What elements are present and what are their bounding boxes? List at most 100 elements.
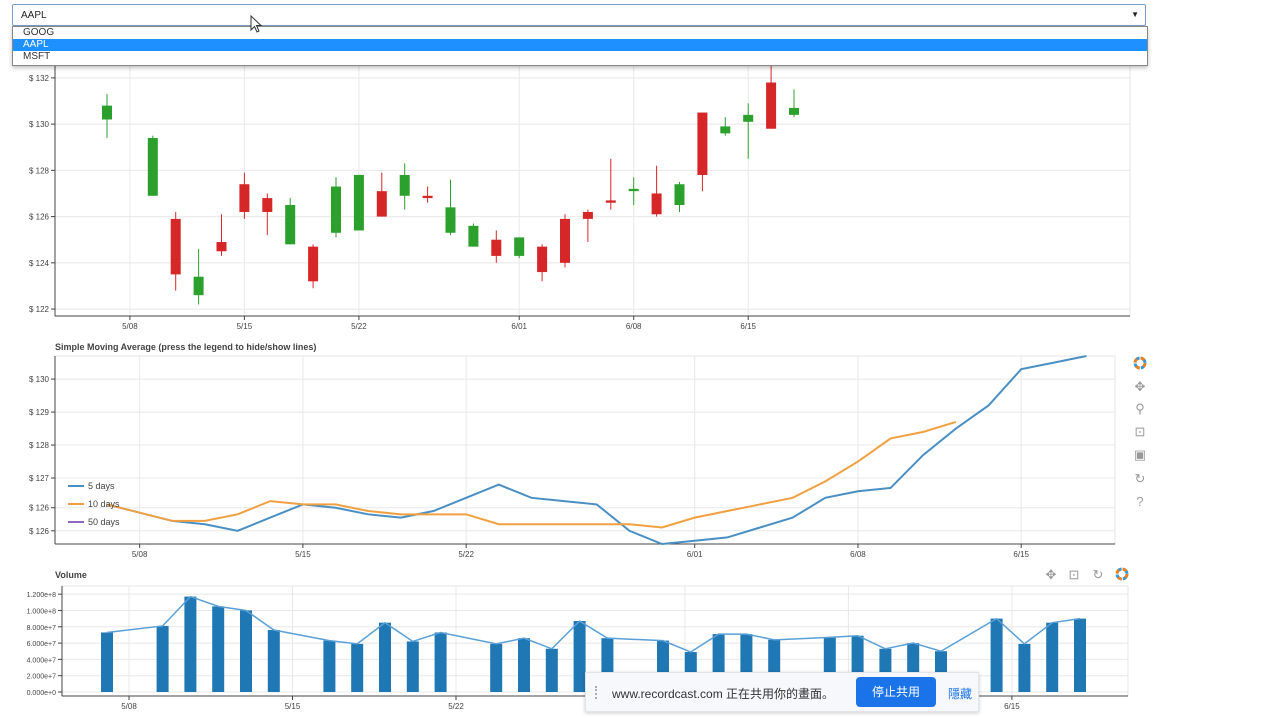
color-wheel-icon[interactable] (1114, 567, 1130, 583)
volume-bar (267, 630, 280, 692)
x-tick-label: 6/08 (850, 550, 866, 559)
y-tick-label: $ 129 (29, 408, 50, 417)
pan-icon[interactable]: ✥ (1045, 567, 1057, 582)
volume-bar (156, 625, 169, 692)
zoom-icon[interactable]: ⚲ (1135, 401, 1145, 416)
x-tick-label: 6/01 (687, 550, 703, 559)
sma-title: Simple Moving Average (press the legend … (55, 342, 316, 352)
plot-area (54, 355, 1116, 545)
reset-icon[interactable]: ↻ (1134, 471, 1146, 486)
volume-bar (573, 621, 586, 692)
candle-body (376, 191, 387, 217)
volume-bar (1074, 618, 1086, 692)
stop-sharing-button[interactable]: 停止共用 (856, 677, 936, 707)
candle-body (720, 126, 731, 134)
candle-body (445, 207, 456, 233)
y-tick-label: $ 124 (29, 259, 50, 268)
volume-bar (351, 643, 364, 692)
ticker-option-goog[interactable]: GOOG (23, 27, 55, 38)
x-tick-label: 5/22 (458, 550, 474, 559)
candle-body (582, 211, 593, 219)
candle-body (102, 105, 112, 120)
x-tick-label: 5/15 (285, 702, 301, 711)
candle-body (216, 242, 227, 252)
sma-series-line (106, 355, 1087, 546)
volume-bar (518, 638, 530, 692)
chevron-down-icon: ▼ (1131, 10, 1139, 19)
legend-label: 5 days (88, 481, 115, 491)
share-message: www.recordcast.com 正在共用你的畫面。 (612, 687, 835, 701)
drag-handle-icon[interactable] (595, 686, 603, 699)
y-tick-label: 8.000e+7 (27, 625, 56, 632)
candle-body (674, 184, 685, 206)
sma-chart[interactable]: Simple Moving Average (press the legend … (0, 0, 1280, 560)
volume-bar (184, 596, 197, 692)
box-zoom-icon[interactable]: ⊡ (1068, 567, 1080, 582)
candlestick-chart[interactable]: $ 122 $ 124 $ 126 $ 128 $ 130 $ 132 5/08 5/15 5/… (0, 0, 1280, 340)
x-tick-label: 6/15 (740, 322, 756, 331)
y-tick-label: $ 132 (29, 74, 50, 83)
box-zoom-icon[interactable]: ⊡ (1134, 424, 1146, 439)
candle-body (308, 246, 319, 282)
x-tick-label: 5/08 (122, 322, 138, 331)
candle-body (468, 225, 479, 247)
save-icon[interactable]: ▣ (1133, 447, 1147, 462)
ticker-dropdown[interactable]: GOOG AAPL MSFT (12, 26, 1148, 66)
y-tick-label: 0.000e+0 (27, 690, 56, 697)
help-icon[interactable]: ? (1136, 494, 1144, 509)
ticker-option-msft[interactable]: MSFT (23, 51, 51, 62)
pan-icon[interactable]: ✥ (1134, 379, 1146, 394)
ticker-select[interactable]: AAPL ▼ (12, 4, 1146, 26)
reset-icon[interactable]: ↻ (1092, 567, 1104, 582)
x-tick-label: 5/08 (121, 702, 137, 711)
volume-bar (379, 622, 391, 692)
candle-body (651, 193, 662, 215)
y-tick-label: $ 126 (29, 504, 50, 513)
y-tick-label: 6.000e+7 (27, 641, 56, 648)
y-tick-label: $ 130 (29, 120, 50, 129)
y-tick-label: $ 127 (29, 474, 50, 483)
candle-body (514, 237, 525, 256)
y-tick-label: $ 128 (29, 166, 50, 175)
y-tick-label: $ 130 (29, 375, 50, 384)
volume-title: Volume (55, 570, 87, 580)
ticker-select-value: AAPL (21, 10, 47, 21)
x-tick-label: 6/01 (511, 322, 527, 331)
candle-body (331, 186, 341, 233)
mouse-cursor-icon (250, 15, 263, 33)
y-tick-label: 4.000e+7 (27, 657, 56, 664)
hide-button[interactable]: 隱藏 (948, 687, 973, 701)
screen-share-bar: www.recordcast.com 正在共用你的畫面。 停止共用 隱藏 (585, 672, 979, 712)
y-tick-label: 2.000e+7 (27, 674, 56, 681)
x-tick-label: 5/08 (132, 550, 148, 559)
candle-body (743, 114, 754, 122)
candle-body (285, 205, 296, 245)
volume-bar (240, 610, 252, 692)
sma-series-line (106, 421, 957, 529)
y-tick-label: 1.000e+8 (27, 608, 56, 615)
candle-body (399, 174, 410, 196)
ticker-option-aapl[interactable]: AAPL (13, 39, 1147, 51)
candle-body (422, 195, 433, 199)
volume-bar (490, 643, 503, 692)
y-tick-label: $ 128 (29, 441, 50, 450)
candle-body (262, 198, 273, 212)
color-wheel-icon[interactable] (1132, 356, 1148, 372)
volume-bar (406, 641, 419, 692)
volume-bar (101, 632, 113, 692)
legend-label: 10 days (88, 499, 120, 509)
candle-body (697, 112, 708, 175)
candle-body (239, 184, 250, 212)
x-tick-label: 5/15 (237, 322, 253, 331)
volume-bar (212, 606, 225, 692)
y-tick-label: 1.200e+8 (27, 592, 56, 599)
x-tick-label: 6/15 (1013, 550, 1029, 559)
candle-body (537, 246, 548, 273)
candle-body (789, 107, 799, 115)
candle-body (193, 276, 204, 296)
x-tick-label: 6/15 (1004, 702, 1020, 711)
volume-bar (1018, 643, 1031, 692)
candle-body (605, 200, 616, 203)
candle-body (147, 137, 158, 196)
